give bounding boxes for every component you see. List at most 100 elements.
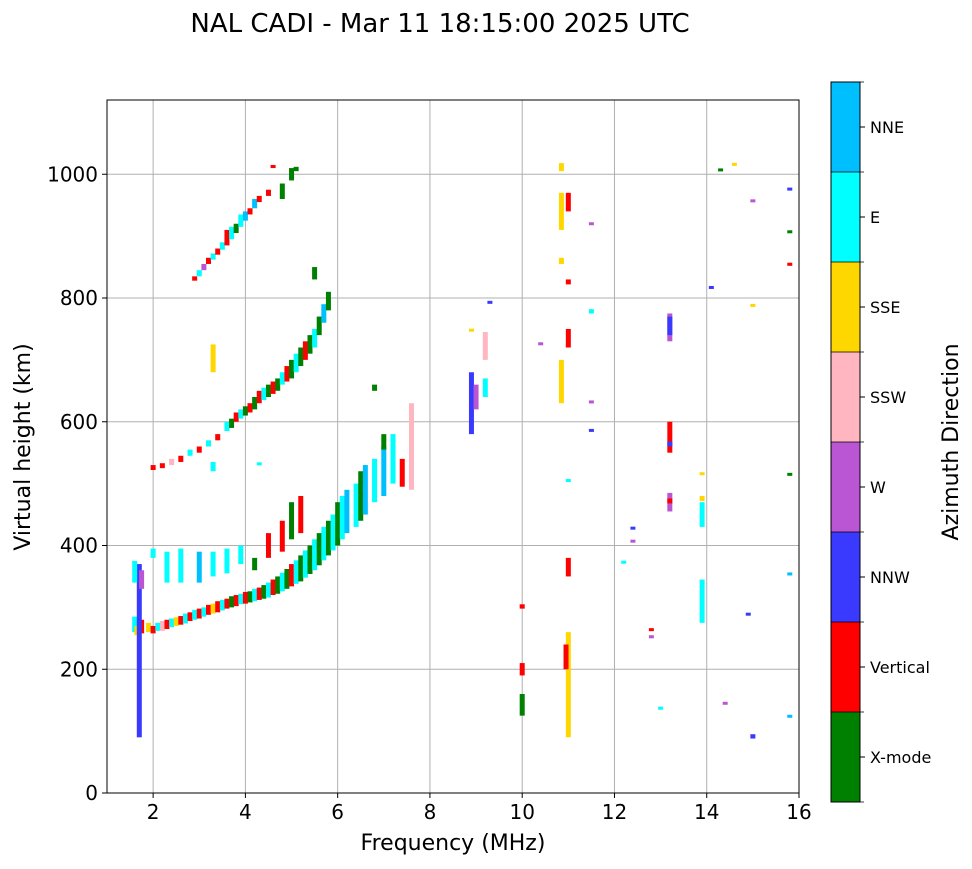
data-point-ssw — [482, 332, 488, 360]
data-point-vertical — [150, 625, 156, 634]
data-point-x-mode — [787, 472, 793, 476]
data-point-w — [750, 199, 756, 203]
data-point-e — [699, 502, 705, 527]
data-point-x-mode — [289, 168, 295, 181]
data-point-sse — [558, 163, 564, 172]
data-point-e — [312, 328, 318, 348]
data-point-nnw — [787, 187, 793, 191]
data-point-x-mode — [335, 502, 341, 546]
data-point-x-mode — [233, 223, 239, 234]
data-point-vertical — [178, 616, 184, 625]
data-point-e — [178, 548, 184, 583]
data-point-vertical — [787, 262, 793, 266]
colorbar-label: Azimuth Direction — [939, 343, 964, 540]
data-point-x-mode — [718, 168, 724, 172]
data-point-e — [565, 479, 571, 483]
data-point-vertical — [215, 434, 221, 441]
data-point-e — [229, 226, 235, 240]
x-tick-label: 2 — [147, 800, 160, 824]
colorbar-segment-x-mode — [831, 712, 860, 802]
data-point-e — [279, 572, 285, 592]
data-point-x-mode — [252, 397, 258, 410]
data-point-vertical — [247, 403, 253, 413]
data-point-e — [224, 548, 230, 574]
data-point-e — [219, 599, 225, 611]
data-point-e — [279, 372, 285, 385]
data-point-x-mode — [242, 406, 248, 416]
data-point-vertical — [302, 341, 308, 360]
data-point-vertical — [215, 248, 221, 255]
data-point-e — [224, 421, 230, 432]
colorbar-segment-sse — [831, 262, 860, 352]
data-point-sse — [699, 496, 705, 501]
data-point-e — [390, 434, 396, 484]
y-tick-label: 0 — [85, 781, 98, 805]
colorbar-tick-label: SSW — [870, 388, 906, 407]
data-point-e — [238, 593, 244, 605]
colorbar-tick-label: X-mode — [870, 748, 931, 767]
data-point-nne — [344, 489, 350, 534]
data-point-nne — [362, 465, 368, 515]
data-point-e — [196, 270, 202, 277]
data-point-nnw — [468, 372, 474, 435]
data-point-x-mode — [261, 585, 267, 599]
data-point-nne — [787, 714, 793, 718]
data-point-w — [630, 539, 636, 543]
data-point-vertical — [270, 381, 276, 394]
x-tick-label: 16 — [786, 800, 811, 824]
data-point-e — [302, 550, 308, 578]
data-point-w — [588, 400, 594, 404]
data-point-e — [321, 526, 327, 561]
colorbar-frame — [830, 81, 861, 803]
data-point-sse — [468, 328, 474, 332]
data-point-x-mode — [787, 230, 793, 234]
data-point-vertical — [648, 628, 654, 632]
data-point-sse — [558, 257, 564, 264]
data-point-e — [182, 613, 188, 624]
data-point-w — [648, 635, 654, 639]
data-point-e — [261, 387, 267, 401]
data-point-ssw — [159, 620, 165, 631]
data-point-w — [538, 342, 544, 346]
data-points — [132, 162, 793, 739]
data-point-e — [169, 618, 175, 628]
data-point-nne — [321, 304, 327, 323]
data-point-vertical — [205, 257, 211, 264]
data-point-ssw — [169, 458, 175, 466]
data-point-vertical — [224, 598, 230, 609]
data-point-x-mode — [275, 378, 281, 391]
data-point-w — [139, 570, 145, 589]
data-point-e — [238, 409, 244, 419]
data-point-e — [238, 545, 244, 565]
x-tick-label: 4 — [239, 800, 252, 824]
data-point-vertical — [565, 279, 571, 285]
data-point-x-mode — [298, 347, 304, 367]
data-point-x-mode — [247, 591, 253, 603]
y-axis-label: Virtual height (km) — [11, 343, 36, 550]
data-point-e — [339, 496, 345, 540]
data-point-vertical — [233, 412, 239, 422]
data-point-vertical — [178, 455, 184, 462]
data-point-nnw — [630, 526, 636, 530]
colorbar-segment-nne — [831, 82, 860, 172]
data-point-nne — [787, 572, 793, 576]
x-axis-label: Frequency (MHz) — [361, 831, 546, 856]
data-point-e — [132, 560, 138, 583]
data-point-vertical — [265, 189, 271, 196]
data-point-sse — [558, 359, 564, 404]
data-point-vertical — [298, 496, 304, 534]
data-point-sse — [210, 344, 216, 373]
data-point-w — [722, 701, 728, 705]
colorbar-segment-e — [831, 172, 860, 262]
data-point-x-mode — [289, 359, 295, 379]
data-point-x-mode — [358, 471, 364, 521]
data-point-vertical — [519, 604, 525, 609]
x-tick-label: 6 — [331, 800, 344, 824]
data-point-vertical — [270, 579, 276, 595]
data-point-x-mode — [284, 569, 290, 589]
data-point-sse — [750, 303, 756, 307]
data-point-vertical — [565, 328, 571, 348]
data-point-e — [293, 353, 299, 373]
colorbar-tick-label: NNW — [870, 568, 910, 587]
